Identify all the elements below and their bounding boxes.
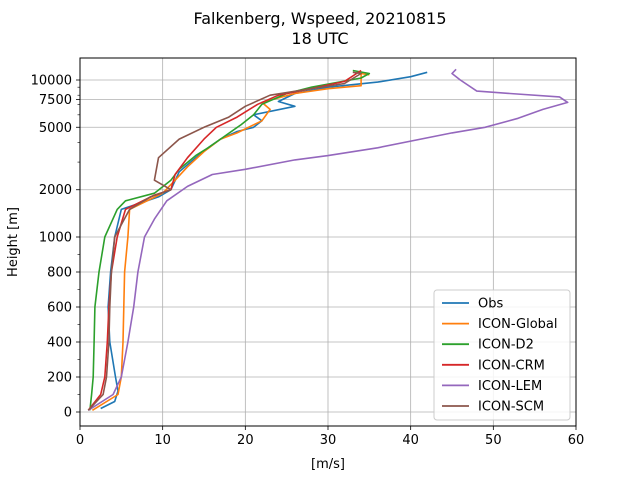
y-tick-label: 200 (47, 371, 72, 386)
series-line-obs (100, 71, 428, 410)
grid-layer (79, 58, 577, 426)
legend-label: ICON-D2 (478, 338, 534, 353)
legend-box (433, 289, 571, 421)
y-tick-label: 7500 (39, 93, 72, 108)
x-tick-label: 30 (320, 433, 337, 448)
series-layer (87, 68, 569, 411)
x-axis-label: [m/s] (311, 457, 345, 472)
series-line-icon-global (91, 72, 370, 411)
chart-title-line1: Falkenberg, Wspeed, 20210815 (193, 9, 446, 28)
legend-label: Obs (478, 297, 503, 312)
y-tick-label: 10000 (31, 74, 72, 89)
legend-label: ICON-SCM (478, 400, 544, 415)
tick-layer: 0 10 20 30 40 50 60020040060080010002000500075… (31, 74, 585, 449)
y-tick-label: 400 (47, 336, 72, 351)
y-tick-label: 0 (64, 406, 72, 421)
series-line-icon-scm (87, 71, 362, 411)
y-tick-label: 600 (47, 301, 72, 316)
y-axis-label: Height [m] (6, 207, 21, 277)
x-tick-label: 0 (76, 433, 84, 448)
y-tick-label: 5000 (39, 121, 72, 136)
legend: Obs ICON-Global ICON-D2 ICON-CRM ICON-LEM ICO… (433, 289, 571, 421)
y-tick-label: 2000 (39, 183, 72, 198)
y-tick-label: 800 (47, 266, 72, 281)
x-tick-label: 50 (485, 433, 502, 448)
chart-title-line2: 18 UTC (291, 29, 348, 48)
y-tick-label: 1000 (39, 231, 72, 246)
series-line-icon-lem (87, 68, 569, 411)
legend-label: ICON-CRM (478, 358, 545, 373)
x-tick-label: 60 (568, 433, 585, 448)
x-tick-label: 20 (237, 433, 254, 448)
x-tick-label: 40 (402, 433, 419, 448)
x-tick-label: 10 (154, 433, 171, 448)
series-line-icon-crm (87, 69, 362, 411)
legend-label: ICON-Global (478, 317, 558, 332)
legend-label: ICON-LEM (478, 379, 542, 394)
